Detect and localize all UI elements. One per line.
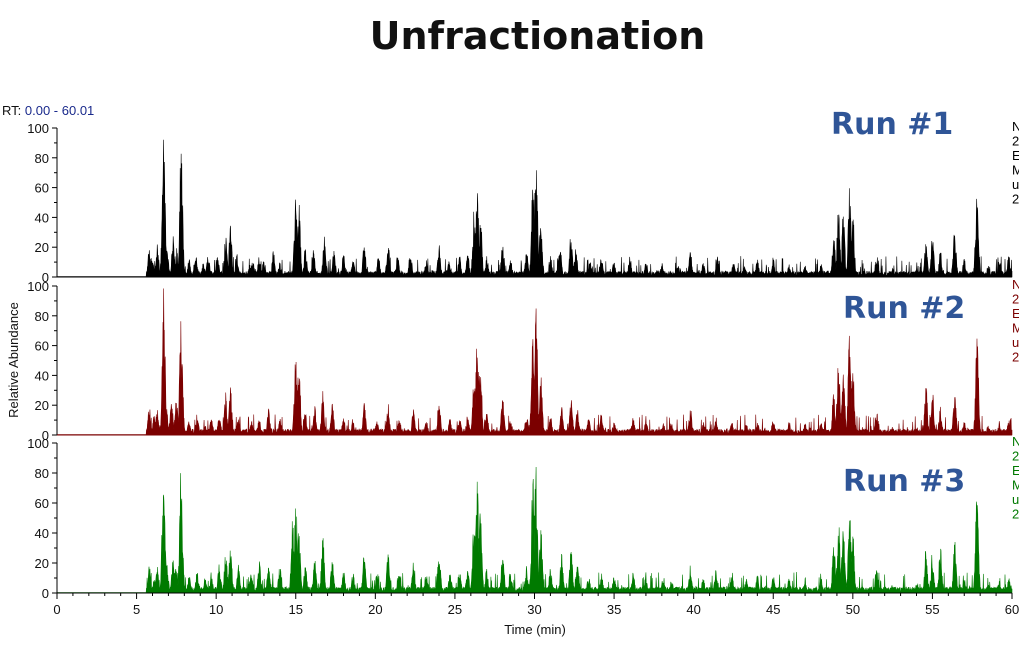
- side-text: u: [1012, 177, 1019, 192]
- side-text: 2: [1012, 507, 1019, 522]
- side-text: 2: [1012, 350, 1019, 365]
- rt-range-value: 0.00 - 60.01: [24, 103, 95, 118]
- y-tick-label: 20: [35, 240, 49, 255]
- y-tick-label: 60: [35, 339, 49, 354]
- side-text: E: [1012, 463, 1019, 478]
- y-tick-label: 80: [35, 309, 49, 324]
- y-tick-label: 80: [35, 466, 49, 481]
- x-tick-label: 40: [686, 602, 700, 617]
- side-text: N: [1012, 119, 1019, 134]
- x-tick-label: 35: [607, 602, 621, 617]
- trace-run-3: [56, 467, 1013, 594]
- x-tick-label: 5: [133, 602, 140, 617]
- y-tick-label: 0: [42, 270, 49, 285]
- x-tick-label: 0: [53, 602, 60, 617]
- x-axis-title: Time (min): [504, 622, 566, 637]
- y-tick-label: 100: [27, 436, 49, 451]
- x-tick-label: 55: [925, 602, 939, 617]
- y-tick-label: 20: [35, 556, 49, 571]
- y-tick-label: 100: [27, 121, 49, 136]
- side-text: N: [1012, 434, 1019, 449]
- x-tick-label: 25: [448, 602, 462, 617]
- side-text: E: [1012, 306, 1019, 321]
- y-tick-label: 60: [35, 496, 49, 511]
- side-text: M: [1012, 478, 1019, 493]
- side-text: 2: [1012, 134, 1019, 149]
- page-title: Unfractionation: [369, 14, 706, 58]
- x-axis: 0 5 10 15 20 25 30 35 40 45 50 55 60: [53, 592, 1019, 617]
- x-tick-label: 60: [1005, 602, 1019, 617]
- run-label: Run #3: [843, 464, 965, 499]
- trace-run-1: [56, 139, 1013, 278]
- side-text: 2: [1012, 292, 1019, 307]
- x-tick-label: 30: [527, 602, 541, 617]
- x-tick-label: 10: [209, 602, 223, 617]
- run-label: Run #2: [843, 291, 965, 326]
- side-text: M: [1012, 163, 1019, 178]
- side-text: E: [1012, 148, 1019, 163]
- y-tick-label: 40: [35, 210, 49, 225]
- side-text: 2: [1012, 192, 1019, 207]
- x-tick-label: 45: [766, 602, 780, 617]
- run-label: Run #1: [831, 107, 953, 142]
- y-tick-label: 40: [35, 526, 49, 541]
- y-tick-label: 20: [35, 398, 49, 413]
- x-tick-label: 20: [368, 602, 382, 617]
- y-tick-label: 80: [35, 151, 49, 166]
- rt-range-label: RT: 0.00 - 60.01: [2, 103, 94, 118]
- y-tick-label: 0: [42, 586, 49, 601]
- side-text: u: [1012, 492, 1019, 507]
- side-text: M: [1012, 321, 1019, 336]
- x-tick-label: 15: [289, 602, 303, 617]
- side-text: u: [1012, 335, 1019, 350]
- rt-prefix: RT:: [2, 103, 22, 118]
- x-tick-label: 50: [846, 602, 860, 617]
- y-axis-title: Relative Abundance: [6, 302, 21, 418]
- y-tick-label: 60: [35, 181, 49, 196]
- trace-run-2: [56, 288, 1013, 436]
- side-text: N: [1012, 277, 1019, 292]
- y-tick-label: 100: [27, 279, 49, 294]
- side-text: 2: [1012, 449, 1019, 464]
- y-tick-label: 0: [42, 428, 49, 443]
- y-tick-label: 40: [35, 368, 49, 383]
